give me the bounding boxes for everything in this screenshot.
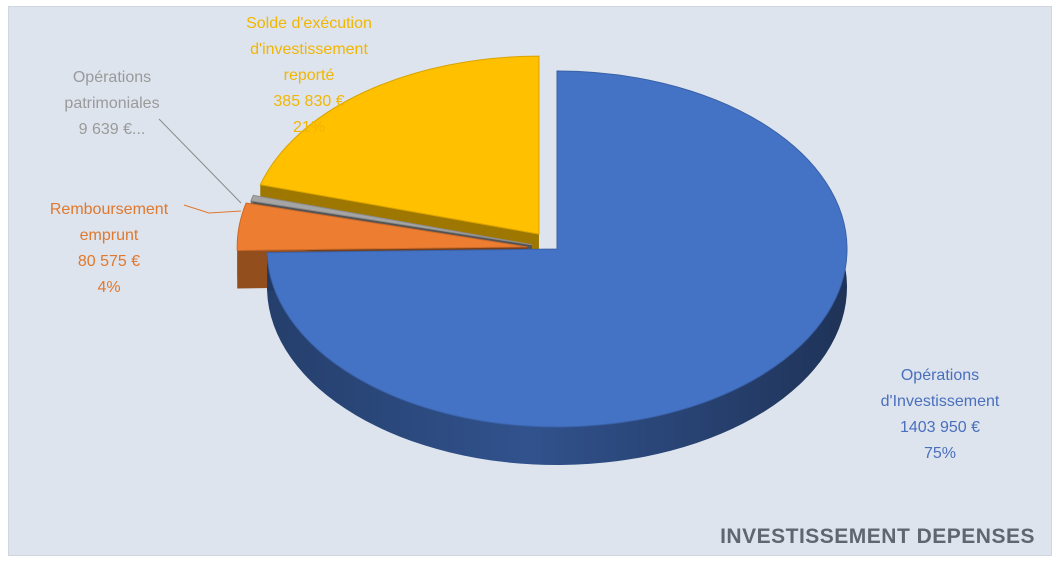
- slice-label-line: Solde d'exécution: [246, 15, 372, 32]
- slice-value: 9 639 €...: [78, 121, 146, 138]
- slice-label-operations-patrimoniales: Opérations patrimoniales 9 639 €...: [27, 65, 197, 143]
- pie-slice-solde-d-ex-cution: [259, 55, 540, 235]
- slice-value: 80 575 €: [77, 253, 141, 270]
- slice-label-solde-execution: Solde d'exécution d'investissement repor…: [209, 11, 409, 141]
- slice-label-line: d'investissement: [250, 41, 368, 58]
- slice-label-line: reporté: [283, 67, 335, 84]
- slice-label-line: d'Investissement: [880, 393, 1000, 410]
- pie-slice-op-rations: [266, 70, 848, 428]
- leader-line-remboursement: [183, 204, 242, 214]
- pie-slice-remboursement: [236, 202, 528, 251]
- slice-label-line: patrimoniales: [64, 95, 160, 112]
- slice-percent: 75%: [923, 445, 957, 462]
- pie-slice-op-rations: [250, 194, 532, 246]
- slice-label-line: Opérations: [900, 367, 980, 384]
- slice-value: 1403 950 €: [899, 419, 981, 436]
- slice-label-line: emprunt: [79, 227, 139, 244]
- slice-label-remboursement-emprunt: Remboursement emprunt 80 575 € 4%: [19, 197, 199, 301]
- chart-frame: Opérations d'Investissement 1403 950 € 7…: [8, 6, 1052, 556]
- leader-line-patrimoniales: [158, 118, 242, 204]
- slice-percent: 4%: [97, 279, 121, 296]
- pie-chart: [158, 55, 848, 465]
- chart-title: INVESTISSEMENT DEPENSES: [720, 525, 1035, 548]
- slice-label-line: Remboursement: [49, 201, 169, 218]
- slice-label-line: Opérations: [72, 69, 152, 86]
- slice-label-operations-investissement: Opérations d'Investissement 1403 950 € 7…: [835, 363, 1045, 467]
- slice-value: 385 830 €: [273, 93, 345, 110]
- slice-percent: 21%: [292, 119, 326, 136]
